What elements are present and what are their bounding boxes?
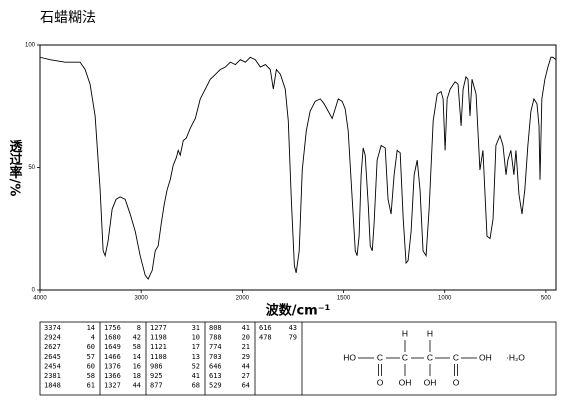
peak-wavenumber: 646 <box>209 362 222 370</box>
peak-wavenumber: 1680 <box>104 334 121 342</box>
x-tick-label: 4000 <box>33 296 47 302</box>
peak-transmittance: 41 <box>242 324 250 332</box>
x-tick-label: 500 <box>541 296 552 302</box>
peak-wavenumber: 478 <box>259 334 272 342</box>
peak-transmittance: 13 <box>192 353 200 361</box>
atom: OH <box>479 352 492 362</box>
atom: O <box>377 377 384 387</box>
spectrum-line <box>39 56 557 280</box>
peak-transmittance: 58 <box>87 372 95 380</box>
atom: HO <box>343 352 356 362</box>
peak-transmittance: 27 <box>242 372 250 380</box>
peak-transmittance: 14 <box>87 324 95 332</box>
peak-wavenumber: 788 <box>209 334 222 342</box>
atom: C <box>453 352 459 362</box>
peak-wavenumber: 1277 <box>150 324 167 332</box>
peak-transmittance: 21 <box>242 343 250 351</box>
peak-wavenumber: 1327 <box>104 382 121 390</box>
peak-transmittance: 14 <box>133 353 141 361</box>
peak-transmittance: 42 <box>133 334 141 342</box>
peak-transmittance: 43 <box>289 324 297 332</box>
peak-transmittance: 79 <box>289 334 297 342</box>
atom: OH <box>424 377 437 387</box>
x-tick-label: 3000 <box>134 296 148 302</box>
peak-transmittance: 16 <box>133 362 141 370</box>
peak-transmittance: 44 <box>133 382 141 390</box>
peak-transmittance: 44 <box>242 362 250 370</box>
peak-wavenumber: 1121 <box>150 343 167 351</box>
y-tick-label: 50 <box>28 165 35 171</box>
peak-transmittance: 41 <box>192 372 200 380</box>
x-tick-label: 1000 <box>438 296 452 302</box>
peak-transmittance: 4 <box>91 334 95 342</box>
peak-transmittance: 64 <box>242 382 250 390</box>
atom: C <box>402 352 408 362</box>
y-tick-label: 0 <box>32 288 36 294</box>
peak-wavenumber: 1466 <box>104 353 121 361</box>
peak-wavenumber: 1848 <box>44 382 61 390</box>
peak-wavenumber: 1108 <box>150 353 167 361</box>
peak-transmittance: 60 <box>87 343 95 351</box>
peak-wavenumber: 2645 <box>44 353 61 361</box>
atom: C <box>377 352 383 362</box>
peak-transmittance: 61 <box>87 382 95 390</box>
x-tick-label: 1500 <box>337 296 351 302</box>
atom: H <box>427 328 433 338</box>
peak-wavenumber: 2924 <box>44 334 61 342</box>
y-tick-label: 100 <box>25 43 36 49</box>
peak-wavenumber: 703 <box>209 353 222 361</box>
peak-transmittance: 58 <box>133 343 141 351</box>
peak-transmittance: 57 <box>87 353 95 361</box>
peak-wavenumber: 1649 <box>104 343 121 351</box>
peak-transmittance: 31 <box>192 324 200 332</box>
peak-transmittance: 10 <box>192 334 200 342</box>
peak-wavenumber: 774 <box>209 343 222 351</box>
atom: O <box>453 377 460 387</box>
table-frame <box>39 321 557 396</box>
peak-wavenumber: 1376 <box>104 362 121 370</box>
peak-wavenumber: 2381 <box>44 372 61 380</box>
peak-wavenumber: 1756 <box>104 324 121 332</box>
peak-transmittance: 29 <box>242 353 250 361</box>
peak-transmittance: 20 <box>242 334 250 342</box>
peak-wavenumber: 613 <box>209 372 222 380</box>
peak-wavenumber: 3374 <box>44 324 61 332</box>
table-dividers <box>99 322 303 395</box>
atom: C <box>427 352 433 362</box>
atom: H <box>402 328 408 338</box>
peak-wavenumber: 877 <box>150 382 163 390</box>
peak-wavenumber: 986 <box>150 362 163 370</box>
peak-transmittance: 18 <box>133 372 141 380</box>
peak-wavenumber: 616 <box>259 324 272 332</box>
peak-transmittance: 8 <box>137 324 141 332</box>
x-axis-label: 波数/cm⁻¹ <box>266 303 331 319</box>
structure-bonds <box>358 340 477 376</box>
peak-wavenumber: 1198 <box>150 334 167 342</box>
x-tick-label: 2000 <box>236 296 250 302</box>
peak-wavenumber: 1366 <box>104 372 121 380</box>
peak-transmittance: 60 <box>87 362 95 370</box>
y-axis-label: 透过率/% <box>7 140 23 197</box>
chart-title: 石蜡糊法 <box>40 10 96 26</box>
peak-wavenumber: 529 <box>209 382 222 390</box>
peak-wavenumber: 2454 <box>44 362 61 370</box>
peak-wavenumber: 808 <box>209 324 222 332</box>
plot-frame <box>39 44 557 291</box>
peak-transmittance: 17 <box>192 343 200 351</box>
hydrate: ·H₂O <box>506 352 525 362</box>
peak-transmittance: 68 <box>192 382 200 390</box>
peak-wavenumber: 925 <box>150 372 163 380</box>
peak-wavenumber: 2627 <box>44 343 61 351</box>
peak-transmittance: 52 <box>192 362 200 370</box>
atom: OH <box>399 377 412 387</box>
